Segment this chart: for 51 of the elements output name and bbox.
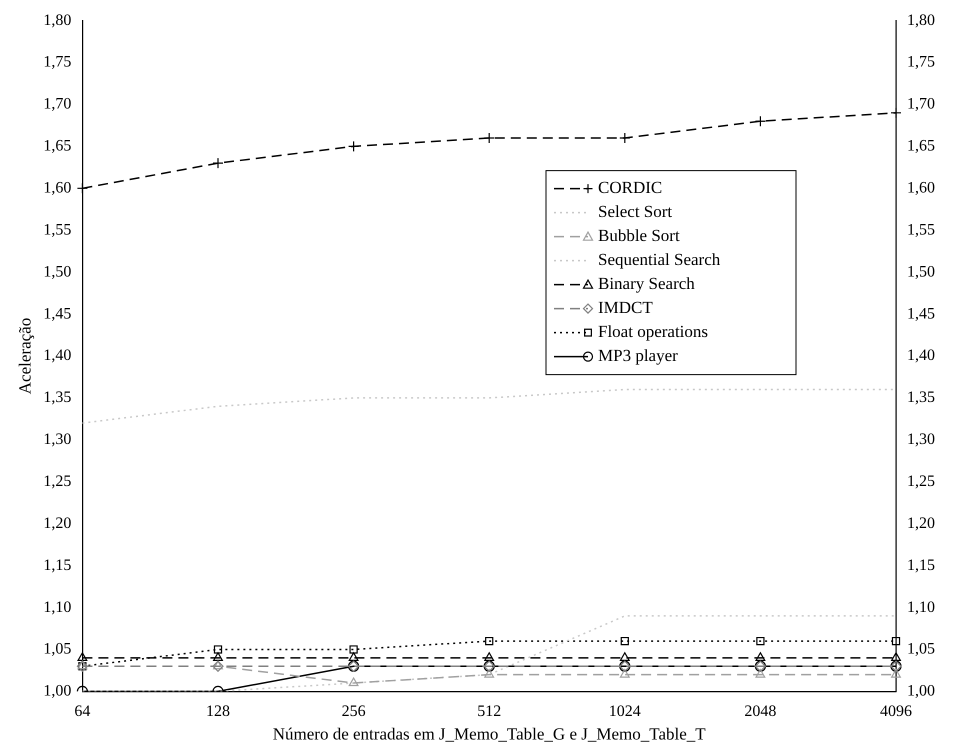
y2-tick-label: 1,35 bbox=[907, 389, 935, 406]
y-tick-label: 1,30 bbox=[43, 431, 72, 448]
y2-tick-label: 1,05 bbox=[907, 640, 935, 658]
x-tick-label: 4096 bbox=[880, 703, 912, 720]
y2-tick-label: 1,60 bbox=[907, 180, 935, 197]
legend-label: Select Sort bbox=[598, 202, 672, 222]
y2-tick-label: 1,20 bbox=[907, 514, 935, 532]
y2-tick-label: 1,75 bbox=[907, 54, 935, 71]
y-tick-label: 1,60 bbox=[43, 180, 72, 197]
y-tick-label: 1,00 bbox=[43, 682, 72, 700]
y2-tick-label: 1,10 bbox=[907, 598, 935, 616]
x-axis-title: Número de entradas em J_Memo_Table_G e J_Memo_Table_T bbox=[272, 724, 706, 744]
y-tick-label: 1,55 bbox=[43, 221, 72, 238]
x-tick-label: 512 bbox=[477, 703, 502, 720]
y2-tick-label: 1,50 bbox=[907, 263, 935, 280]
y-tick-label: 1,45 bbox=[43, 305, 72, 322]
y-tick-label: 1,50 bbox=[43, 263, 72, 280]
x-tick-label: 2048 bbox=[744, 703, 776, 720]
y2-tick-label: 1,55 bbox=[907, 221, 935, 238]
x-tick-label: 128 bbox=[206, 703, 230, 720]
legend-label: Float operations bbox=[598, 322, 708, 342]
y-tick-label: 1,20 bbox=[43, 514, 72, 532]
y-axis-title: Aceleração bbox=[16, 318, 35, 394]
y2-tick-label: 1,15 bbox=[907, 556, 935, 574]
y2-tick-label: 1,70 bbox=[907, 96, 935, 113]
y-tick-label: 1,25 bbox=[43, 472, 72, 490]
y2-tick-label: 1,25 bbox=[907, 472, 935, 490]
legend-label: Sequential Search bbox=[598, 250, 721, 270]
legend-label: IMDCT bbox=[598, 298, 654, 318]
y2-tick-label: 1,65 bbox=[907, 138, 935, 155]
y2-tick-label: 1,40 bbox=[907, 347, 935, 364]
x-tick-label: 64 bbox=[74, 703, 90, 720]
legend-label: CORDIC bbox=[598, 178, 662, 198]
y-tick-label: 1,80 bbox=[43, 12, 72, 29]
y-tick-label: 1,10 bbox=[43, 598, 72, 616]
legend-label: Bubble Sort bbox=[598, 226, 680, 246]
y-tick-label: 1,40 bbox=[43, 347, 72, 364]
y2-tick-label: 1,00 bbox=[907, 682, 935, 700]
y2-tick-label: 1,30 bbox=[907, 431, 935, 448]
y-tick-label: 1,05 bbox=[43, 640, 72, 658]
y-tick-label: 1,35 bbox=[43, 389, 72, 406]
x-tick-label: 1024 bbox=[608, 703, 641, 720]
y2-tick-label: 1,80 bbox=[907, 12, 935, 29]
y2-tick-label: 1,45 bbox=[907, 305, 935, 322]
y-tick-label: 1,15 bbox=[43, 556, 72, 574]
y-tick-label: 1,70 bbox=[43, 96, 72, 113]
x-tick-label: 256 bbox=[342, 703, 366, 720]
y-tick-label: 1,65 bbox=[43, 138, 72, 155]
legend-label: MP3 player bbox=[598, 346, 678, 366]
legend-label: Binary Search bbox=[598, 274, 696, 294]
y-tick-label: 1,75 bbox=[43, 54, 72, 71]
